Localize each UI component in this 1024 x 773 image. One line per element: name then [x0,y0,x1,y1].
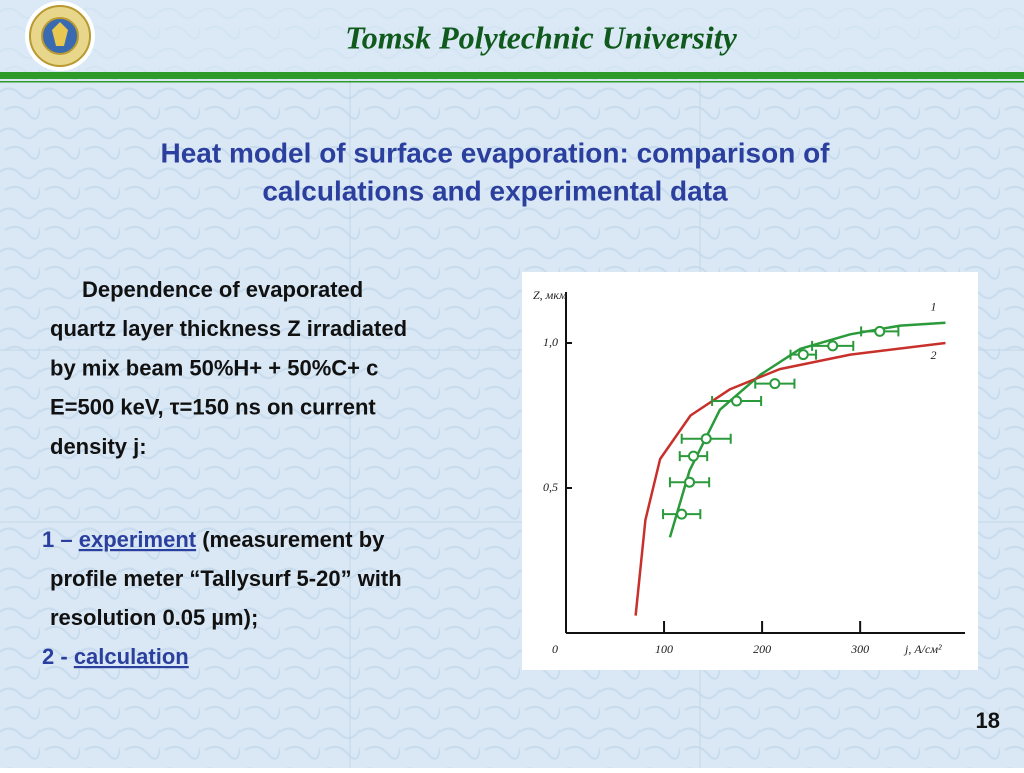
institution: Tomsk Polytechnic University [345,19,737,55]
title: Heat model of surface evaporation: compa… [160,137,830,206]
data-point [874,325,886,337]
data-point [731,395,743,407]
curve-label: 2 [930,348,936,362]
x-axis-label: j, А/см² [903,642,942,656]
logo [25,1,95,71]
legend-item: 2 - calculation [42,644,189,669]
y-axis-label: Z, мкм [533,288,567,302]
x-tick-label: 300 [850,642,869,656]
x-tick-label: 100 [655,642,673,656]
description-line: by mix beam 50%H+ + 50%C+ c [50,355,378,380]
data-point [827,340,839,352]
header-rule [0,72,1024,79]
curve-label: 1 [930,299,936,313]
y-tick-label: 0 [552,642,558,656]
item-text: resolution 0.05 µm); [50,605,258,630]
description-line: quartz layer thickness Z irradiated [50,316,407,341]
chart-panel [522,272,978,670]
data-point [676,508,688,520]
item-link[interactable]: experiment [79,527,197,552]
title-line: calculations and experimental data [262,175,728,206]
legend-item: 1 – experiment (measurement by [42,527,385,552]
data-point [684,476,696,488]
description-line: E=500 keV, τ=150 ns on current [50,395,376,420]
y-tick-label: 0,5 [543,480,558,494]
data-point [797,349,809,361]
item-text: (measurement by [202,527,385,552]
description: Dependence of evaporated quartz layer thi… [50,277,407,459]
legend-items: 1 – experiment (measurement by profile me… [42,527,402,669]
description-line: Dependence of evaporated [82,277,363,302]
data-point [687,450,699,462]
page-number: 18 [976,708,1000,733]
chart: Z, мкм j, А/см² 0 0,5 1,0 100 200 300 1 2 [533,288,965,656]
item-text: profile meter “Tallysurf 5-20” with [50,566,402,591]
item-marker: 1 – [42,527,73,552]
item-link[interactable]: calculation [74,644,189,669]
item-marker: 2 - [42,644,68,669]
header-band [0,0,1024,72]
x-tick-label: 200 [753,642,771,656]
data-point [700,433,712,445]
data-point [769,378,781,390]
curve [634,341,946,616]
title-line: Heat model of surface evaporation: compa… [160,137,830,168]
header-rule-thin [0,81,1024,83]
description-line: density j: [50,434,147,459]
y-tick-label: 1,0 [543,335,558,349]
